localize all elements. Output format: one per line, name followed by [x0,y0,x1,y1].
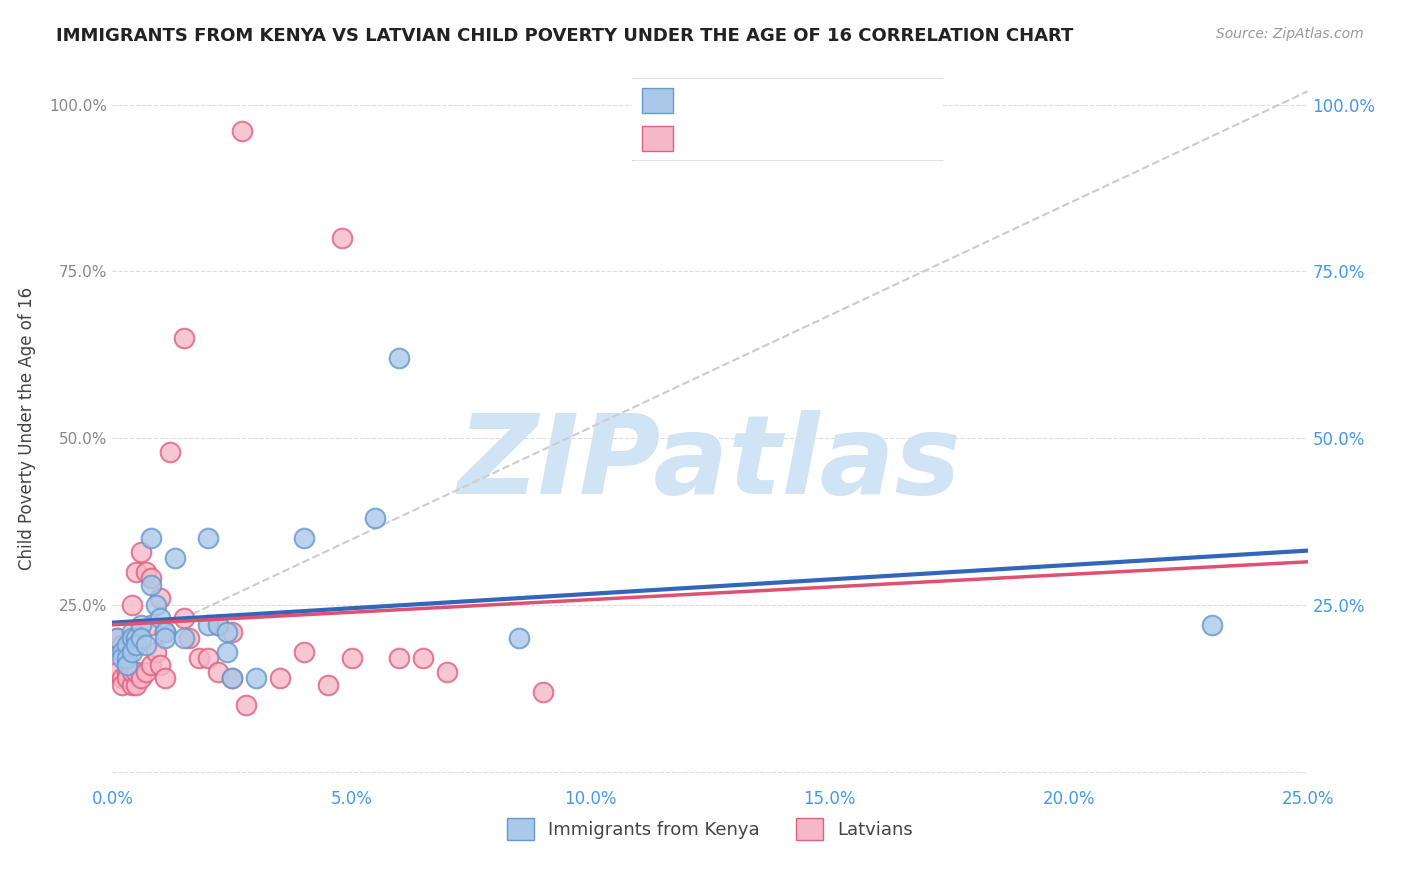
Point [125,638,148,652]
Point [121,624,143,639]
Point [508,632,530,646]
Text: ZIPatlas: ZIPatlas [458,410,962,517]
Point [121,665,143,679]
Point [340,651,363,665]
Point [111,651,134,665]
Point [125,632,148,646]
Point [364,511,387,525]
Point [139,531,162,545]
Point [316,678,339,692]
Point [105,632,128,646]
Point [159,444,181,458]
Point [177,632,200,646]
Point [139,578,162,592]
Point [292,531,315,545]
Point [197,651,219,665]
Point [217,624,239,639]
Point [153,632,176,646]
Point [139,618,162,632]
Point [388,651,411,665]
Point [207,618,229,632]
Point [173,611,195,625]
Point [125,665,148,679]
Point [121,632,143,646]
Point [135,565,157,579]
Point [145,644,167,658]
Point [436,665,458,679]
Point [173,331,195,345]
Point [111,644,134,658]
Point [115,671,138,685]
Point [105,665,128,679]
Point [115,657,138,672]
Point [115,665,138,679]
Legend: Immigrants from Kenya, Latvians: Immigrants from Kenya, Latvians [499,811,921,847]
Point [269,671,291,685]
Point [163,551,186,566]
Point [129,544,152,558]
Point [388,351,411,365]
Point [105,632,128,646]
Point [231,124,253,138]
Point [129,618,152,632]
Point [197,531,219,545]
Point [111,671,134,685]
Point [412,651,434,665]
Point [125,678,148,692]
Point [125,565,148,579]
Point [115,651,138,665]
Point [235,698,257,712]
Point [207,618,229,632]
Point [221,624,243,639]
Point [149,611,172,625]
Point [153,624,176,639]
Point [221,671,243,685]
Point [111,678,134,692]
Point [207,665,229,679]
Point [135,638,157,652]
Point [221,671,243,685]
Point [197,618,219,632]
Point [115,638,138,652]
Point [1201,618,1223,632]
Point [153,624,176,639]
Point [531,684,554,698]
Point [153,671,176,685]
Y-axis label: Child Poverty Under the Age of 16: Child Poverty Under the Age of 16 [18,286,35,570]
Point [111,638,134,652]
Point [129,671,152,685]
Point [173,632,195,646]
Point [139,657,162,672]
Point [149,591,172,606]
Text: IMMIGRANTS FROM KENYA VS LATVIAN CHILD POVERTY UNDER THE AGE OF 16 CORRELATION C: IMMIGRANTS FROM KENYA VS LATVIAN CHILD P… [56,27,1074,45]
Text: Source: ZipAtlas.com: Source: ZipAtlas.com [1216,27,1364,41]
Point [292,644,315,658]
Point [135,665,157,679]
Point [149,657,172,672]
Point [330,231,353,245]
Point [121,598,143,612]
Point [145,598,167,612]
Point [121,644,143,658]
Point [121,678,143,692]
Point [129,632,152,646]
Point [139,571,162,585]
Point [245,671,267,685]
Point [187,651,209,665]
Point [217,644,239,658]
